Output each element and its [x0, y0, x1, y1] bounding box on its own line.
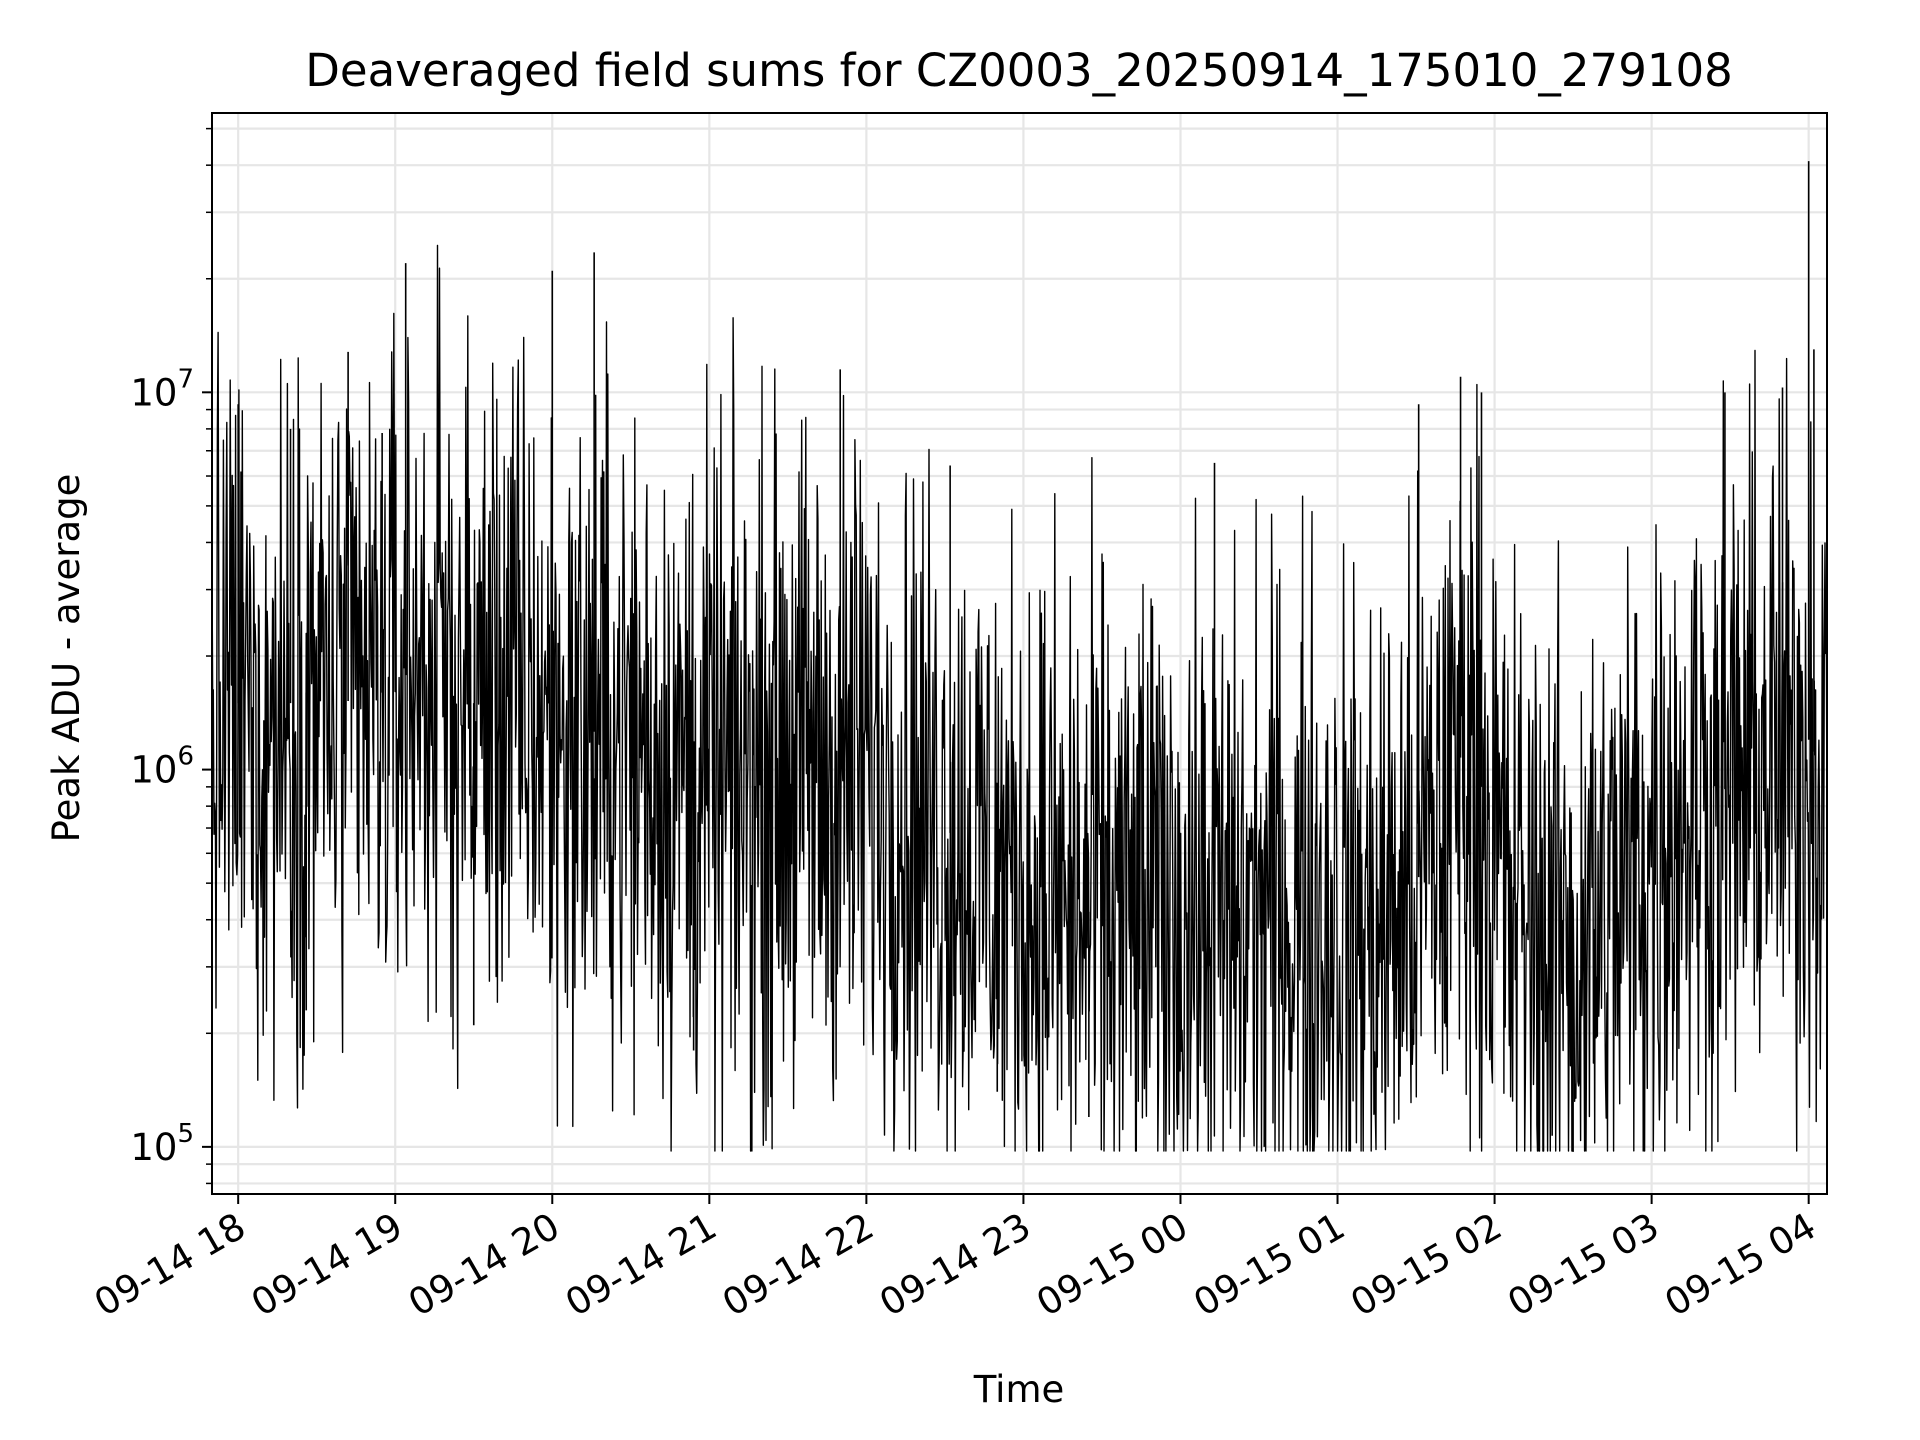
y-axis-label: Peak ADU - average	[45, 474, 88, 843]
y-tick-label: 107	[130, 364, 194, 414]
chart-title: Deaveraged field sums for CZ0003_2025091…	[305, 44, 1732, 97]
y-tick-label: 105	[130, 1119, 194, 1169]
series-line	[211, 244, 1828, 1152]
y-tick-label: 106	[130, 742, 194, 792]
series-layer	[211, 161, 1828, 1152]
plot-frame	[211, 112, 1828, 1195]
x-axis-label: Time	[973, 1368, 1065, 1411]
